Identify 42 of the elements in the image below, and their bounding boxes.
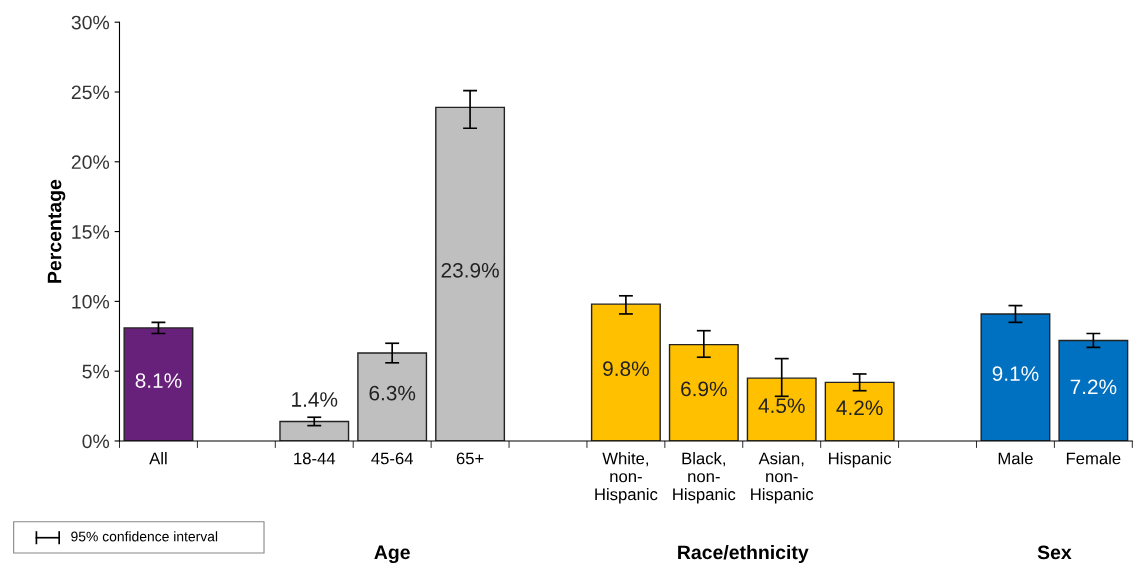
y-axis-title: Percentage	[47, 179, 66, 283]
y-tick-label: 0%	[82, 434, 110, 449]
x-tick-label: Male	[998, 452, 1033, 465]
data-label: 9.1%	[992, 366, 1039, 381]
bar	[824, 381, 895, 441]
data-label: 4.5%	[758, 398, 805, 414]
text: Age	[374, 545, 410, 564]
bar	[590, 303, 661, 441]
data-label: 6.9%	[681, 381, 727, 397]
x-tick-label: All	[149, 452, 167, 465]
data-label: 4.2%	[836, 400, 883, 416]
data-label: 1.4%	[292, 392, 338, 407]
bar	[1058, 339, 1129, 441]
data-label: 23.9%	[441, 262, 499, 278]
bar	[980, 313, 1051, 441]
text: Race/ethnicity	[678, 544, 809, 564]
x-tick-label: Asian, non- Hispanic	[751, 452, 814, 504]
y-tick-label: 25%	[71, 85, 110, 100]
bar	[357, 352, 428, 441]
y-tick-label: 10%	[72, 294, 110, 309]
bar	[668, 343, 739, 441]
y-tick-label: 5%	[82, 364, 110, 379]
text: Sex	[1037, 545, 1072, 560]
y-tick-label: 20%	[71, 155, 110, 170]
bar	[435, 106, 506, 441]
y-tick-label: 15%	[72, 225, 110, 239]
data-label: 9.8%	[603, 361, 649, 377]
data-label: 8.1%	[135, 373, 182, 388]
x-tick-label: 45-64	[371, 452, 413, 465]
bar	[279, 420, 350, 441]
x-tick-label: Black, non- Hispanic	[673, 452, 736, 504]
bar	[746, 377, 817, 441]
bar	[123, 327, 194, 441]
x-tick-label: 65+	[456, 452, 484, 465]
text: 95% confidence interval	[71, 531, 218, 542]
y-tick-label: 30%	[71, 15, 110, 30]
data-label: 7.2%	[1070, 379, 1117, 395]
data-label: 6.3%	[369, 385, 416, 401]
x-tick-label: 18-44	[294, 452, 336, 465]
x-tick-label: White, non- Hispanic	[595, 452, 658, 504]
x-tick-label: Hispanic	[829, 452, 892, 468]
x-tick-label: Female	[1066, 452, 1121, 465]
